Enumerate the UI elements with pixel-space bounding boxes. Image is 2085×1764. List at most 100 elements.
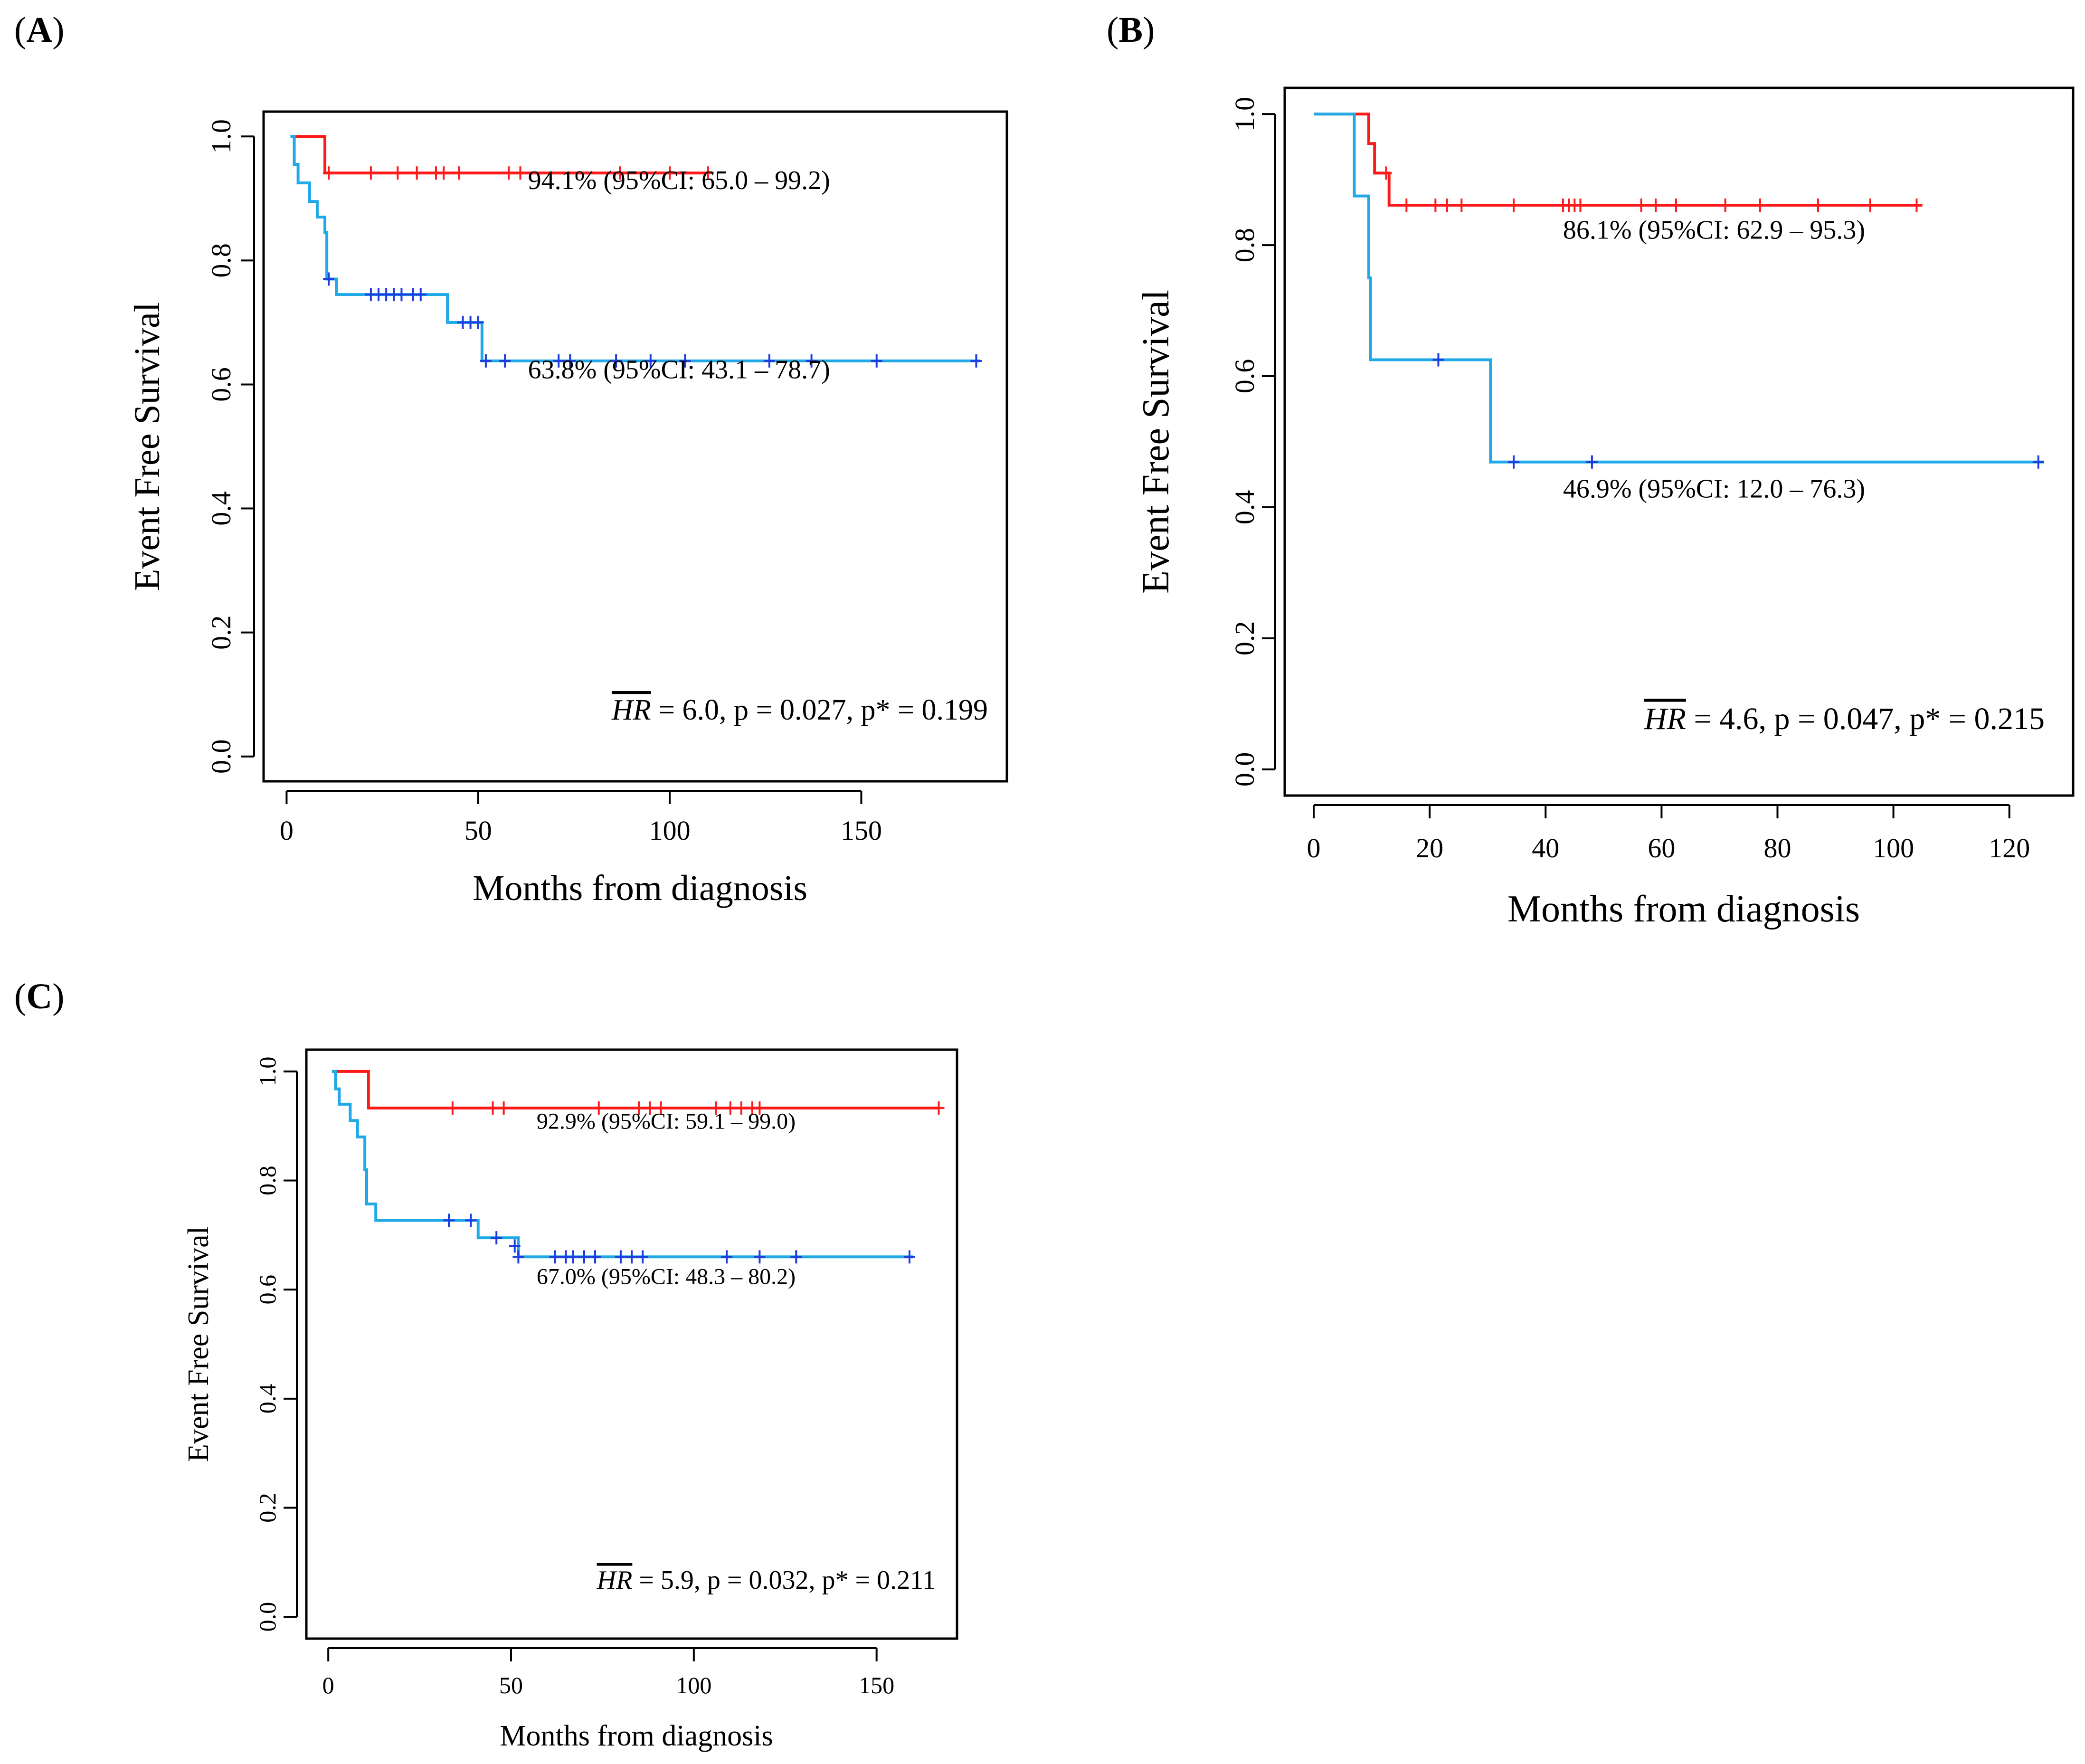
censor-mark bbox=[553, 354, 565, 368]
censor-mark bbox=[1380, 166, 1392, 180]
censor-mark bbox=[1432, 353, 1444, 367]
x-tick-label: 120 bbox=[1989, 833, 2030, 863]
censor-mark bbox=[443, 1214, 455, 1227]
panel-label-a: (A) bbox=[14, 10, 65, 50]
censor-mark bbox=[679, 354, 691, 368]
censor-mark bbox=[465, 1214, 477, 1227]
y-axis-title: Event Free Survival bbox=[182, 1226, 215, 1462]
x-axis-title: Months from diagnosis bbox=[473, 868, 807, 908]
x-tick-label: 100 bbox=[1873, 833, 1914, 863]
hazard-ratio-annotation: HR = 6.0, p = 0.027, p* = 0.199 bbox=[611, 694, 988, 726]
x-axis-title: Months from diagnosis bbox=[1507, 888, 1860, 930]
survival-curve-cyan bbox=[290, 135, 980, 362]
y-axis-title: Event Free Survival bbox=[127, 302, 167, 591]
x-axis-title: Months from diagnosis bbox=[500, 1720, 773, 1752]
y-tick-label: 0.4 bbox=[206, 491, 237, 526]
censor-mark bbox=[472, 315, 484, 329]
censor-mark bbox=[446, 1101, 458, 1115]
censor-mark bbox=[735, 1101, 747, 1115]
censor-mark bbox=[644, 1101, 656, 1115]
censor-mark bbox=[655, 1101, 667, 1115]
censor-mark bbox=[1911, 198, 1923, 212]
censor-mark bbox=[512, 1250, 524, 1264]
censor-mark bbox=[578, 1250, 590, 1264]
censor-mark bbox=[633, 1101, 645, 1115]
censor-mark bbox=[1864, 198, 1876, 212]
censor-mark bbox=[903, 1250, 915, 1264]
y-tick-label: 0.8 bbox=[254, 1166, 281, 1195]
censor-mark bbox=[1754, 198, 1766, 212]
censor-mark bbox=[933, 1101, 945, 1115]
y-tick-label: 1.0 bbox=[254, 1057, 281, 1087]
censor-mark bbox=[503, 166, 515, 180]
y-tick-label: 0.4 bbox=[254, 1384, 281, 1414]
censor-mark bbox=[702, 166, 714, 180]
survival-curve-cyan bbox=[1314, 113, 2044, 464]
y-tick-label: 1.0 bbox=[206, 119, 237, 154]
censor-mark bbox=[754, 1101, 766, 1115]
survival-curve-red bbox=[332, 1070, 939, 1110]
censor-mark bbox=[438, 166, 450, 180]
censor-mark bbox=[1635, 198, 1647, 212]
panel-label-c: (C) bbox=[14, 977, 65, 1016]
survival-curve-red bbox=[1314, 113, 1923, 207]
censor-mark bbox=[637, 1250, 649, 1264]
x-tick-label: 0 bbox=[1307, 833, 1321, 863]
y-tick-label: 0.0 bbox=[254, 1602, 281, 1632]
x-tick-label: 0 bbox=[322, 1672, 334, 1698]
censor-mark bbox=[499, 354, 511, 368]
survival-estimate-label: 92.9% (95%CI: 59.1 – 99.0) bbox=[537, 1109, 796, 1134]
x-tick-label: 20 bbox=[1416, 833, 1443, 863]
y-tick-label: 0.0 bbox=[206, 740, 237, 774]
censor-mark bbox=[626, 1250, 637, 1264]
censor-mark bbox=[567, 1250, 579, 1264]
censor-mark bbox=[721, 1250, 733, 1264]
x-tick-label: 150 bbox=[859, 1672, 894, 1698]
hazard-ratio-annotation: HR = 5.9, p = 0.032, p* = 0.211 bbox=[597, 1565, 936, 1595]
censor-mark bbox=[1719, 198, 1731, 212]
censor-mark bbox=[790, 1250, 802, 1264]
censor-mark bbox=[871, 354, 882, 368]
plot-frame bbox=[305, 1048, 958, 1640]
plot-frame bbox=[1283, 86, 2075, 797]
survival-curve-cyan bbox=[332, 1070, 913, 1259]
y-tick-label: 0.2 bbox=[206, 615, 237, 650]
censor-mark bbox=[610, 354, 622, 368]
censor-mark bbox=[1586, 455, 1598, 469]
censor-mark bbox=[970, 354, 982, 368]
censor-mark bbox=[806, 354, 817, 368]
censor-mark bbox=[1456, 198, 1468, 212]
censor-mark bbox=[1574, 198, 1586, 212]
x-tick-label: 60 bbox=[1648, 833, 1675, 863]
censor-mark bbox=[710, 1101, 722, 1115]
censor-mark bbox=[480, 354, 492, 368]
censor-mark bbox=[589, 1250, 601, 1264]
censor-mark bbox=[1441, 198, 1453, 212]
y-tick-label: 0.6 bbox=[1229, 359, 1260, 394]
x-tick-label: 150 bbox=[841, 815, 882, 846]
survival-estimate-label: 63.8% (95%CI: 43.1 – 78.7) bbox=[528, 355, 830, 384]
censor-mark bbox=[615, 1250, 626, 1264]
x-tick-label: 100 bbox=[676, 1672, 711, 1698]
x-tick-label: 0 bbox=[280, 815, 294, 846]
censor-mark bbox=[593, 1101, 605, 1115]
censor-mark bbox=[498, 1101, 510, 1115]
chart-panel-b: 0 20 40 60 80 100 120 0.0 0.2 0.4 0.6 0.8 1.0 Months … bbox=[1135, 86, 2075, 930]
censor-mark bbox=[724, 1101, 736, 1115]
censor-mark bbox=[1812, 198, 1824, 212]
censor-mark bbox=[763, 354, 775, 368]
y-tick-label: 0.6 bbox=[206, 367, 237, 402]
y-tick-label: 0.2 bbox=[254, 1493, 281, 1523]
plot-frame bbox=[262, 110, 1008, 783]
chart-panel-c: 0 50 100 150 0.0 0.2 0.4 0.6 0.8 1.0 Months from d… bbox=[182, 1048, 958, 1752]
y-tick-label: 0.2 bbox=[1229, 621, 1260, 656]
y-tick-label: 0.6 bbox=[254, 1275, 281, 1305]
censor-mark bbox=[1508, 198, 1520, 212]
censor-mark bbox=[396, 288, 408, 302]
censor-mark bbox=[1430, 198, 1441, 212]
survival-estimate-label: 94.1% (95%CI: 65.0 – 99.2) bbox=[528, 166, 830, 195]
censor-mark bbox=[415, 288, 426, 302]
x-tick-label: 50 bbox=[499, 1672, 523, 1698]
censor-mark bbox=[754, 1250, 766, 1264]
